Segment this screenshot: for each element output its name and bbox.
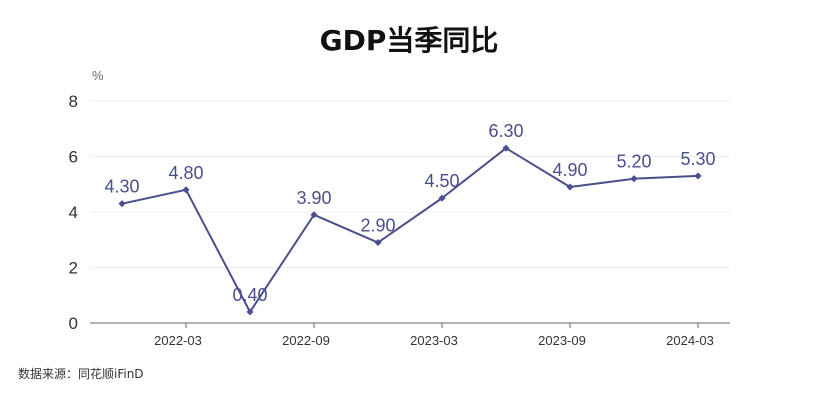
x-tick-label: 2023-09 xyxy=(538,333,586,348)
data-point xyxy=(694,172,702,180)
data-label: 4.90 xyxy=(552,160,587,180)
data-point xyxy=(438,194,446,202)
data-point xyxy=(246,308,254,316)
data-label: 5.20 xyxy=(616,152,651,172)
y-unit-label: % xyxy=(92,68,104,83)
y-tick-label: 0 xyxy=(69,314,78,333)
x-tick-label: 2023-03 xyxy=(410,333,458,348)
chart-title: GDP当季同比 xyxy=(320,24,499,57)
x-tick-label: 2022-03 xyxy=(154,333,202,348)
y-tick-label: 8 xyxy=(69,92,78,111)
x-tick-label: 2024-03 xyxy=(666,333,714,348)
y-tick-label: 2 xyxy=(69,259,78,278)
x-tick-label: 2022-09 xyxy=(282,333,330,348)
data-point xyxy=(182,186,190,194)
data-point xyxy=(374,238,382,247)
data-point xyxy=(630,175,638,183)
data-label: 5.30 xyxy=(680,149,715,169)
series-line-group xyxy=(118,144,702,316)
data-point xyxy=(310,211,318,219)
data-label: 4.80 xyxy=(168,163,203,183)
data-label: 2.90 xyxy=(360,216,395,236)
data-label-group: 4.30 4.80 0.40 3.90 2.90 4.50 6.30 4.90 5.20 5.30 xyxy=(104,121,715,305)
y-tick-label: 4 xyxy=(69,203,78,222)
data-point xyxy=(566,183,574,191)
y-axis-ticks: 0 2 4 6 8 xyxy=(69,92,78,333)
source-note: 数据来源：同花顺iFinD xyxy=(18,366,144,381)
data-label: 6.30 xyxy=(488,121,523,141)
series-line xyxy=(121,147,699,313)
x-axis-ticks: 2022-03 2022-09 2023-03 2023-09 2024-03 xyxy=(154,323,714,348)
data-label: 4.50 xyxy=(424,171,459,191)
gridlines xyxy=(90,100,730,268)
y-tick-label: 6 xyxy=(69,148,78,167)
data-label: 4.30 xyxy=(104,177,139,197)
data-point xyxy=(118,200,126,208)
data-label: 0.40 xyxy=(232,285,267,305)
data-point xyxy=(502,144,510,152)
data-label: 3.90 xyxy=(296,188,331,208)
